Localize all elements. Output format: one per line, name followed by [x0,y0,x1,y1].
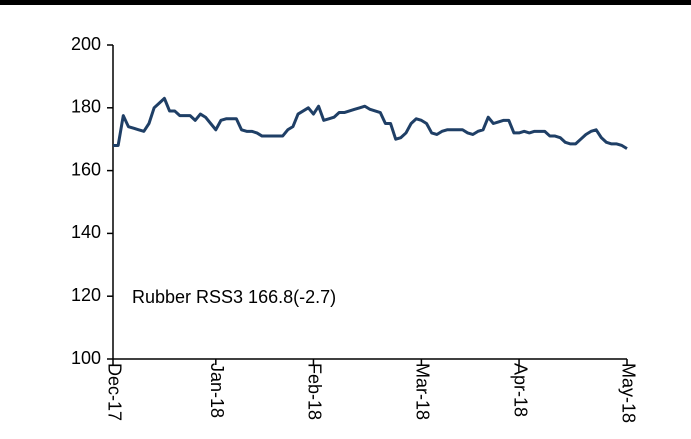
x-tick-label: Feb-18 [305,363,325,420]
x-tick-label: Mar-18 [413,363,433,420]
annotation: Rubber RSS3 166.8(-2.7) [132,287,336,307]
x-tick-label: Apr-18 [510,363,530,417]
y-tick-label: 120 [71,285,101,305]
top-border [0,0,691,5]
y-tick-label: 180 [71,97,101,117]
y-tick-label: 160 [71,159,101,179]
x-tick-label: Jan-18 [207,363,227,418]
y-tick-label: 200 [71,34,101,54]
y-tick-label: 140 [71,222,101,242]
y-tick-label: 100 [71,348,101,368]
x-tick-label: Dec-17 [104,363,124,421]
x-tick-label: May-18 [618,363,638,423]
line [113,96,628,150]
